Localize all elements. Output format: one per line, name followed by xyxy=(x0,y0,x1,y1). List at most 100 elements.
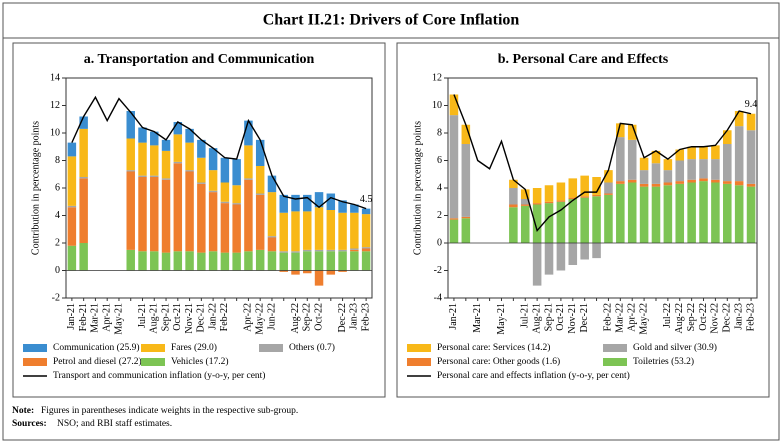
bar-segment xyxy=(255,193,265,195)
bar-segment xyxy=(699,159,708,179)
bar-segment xyxy=(173,134,183,162)
bar-segment xyxy=(185,170,194,172)
bar-segment xyxy=(699,181,708,243)
x-tick-label: Mar-21 xyxy=(90,303,101,333)
y-tick-label: 8 xyxy=(437,127,442,138)
bar-segment xyxy=(338,270,347,272)
bar-segment xyxy=(232,203,241,205)
bar-segment xyxy=(326,249,336,252)
bar-segment xyxy=(461,218,471,243)
x-tick-label: Jul-21 xyxy=(520,303,531,328)
bar-segment xyxy=(687,179,696,183)
bar-segment xyxy=(711,182,720,243)
bar-segment xyxy=(509,188,518,205)
x-tick-label: Oct-21 xyxy=(555,303,566,331)
bar-segment xyxy=(461,216,471,219)
x-tick-label: Jan-21 xyxy=(448,303,459,330)
bar-segment xyxy=(244,251,253,271)
x-tick-label: Mar-21 xyxy=(472,303,483,333)
bar-segment xyxy=(627,179,637,183)
bar-segment xyxy=(651,163,661,184)
bar-segment xyxy=(723,181,732,184)
bar-segment xyxy=(568,243,578,265)
bar-segment xyxy=(361,248,371,252)
bar-segment xyxy=(173,161,183,164)
x-tick-label: Jan-23 xyxy=(733,303,744,330)
bar-segment xyxy=(699,178,708,182)
bar-segment xyxy=(616,123,625,138)
bar-segment xyxy=(627,182,637,243)
legend-label: Personal care: Other goods (1.6) xyxy=(437,356,560,367)
bar-segment xyxy=(232,185,241,204)
bar-segment xyxy=(350,248,359,250)
bar-segment xyxy=(208,148,218,171)
bar-segment xyxy=(197,157,206,183)
bar-segment xyxy=(675,160,685,182)
bar-segment xyxy=(361,247,371,249)
x-tick-label: Aug-21 xyxy=(149,303,160,334)
x-tick-label: Feb-23 xyxy=(745,303,756,331)
panel-frame xyxy=(396,42,770,398)
bar-segment xyxy=(746,186,756,243)
bar-segment xyxy=(687,182,696,243)
bar-segment xyxy=(255,166,265,194)
x-tick-label: Dec-21 xyxy=(196,303,207,332)
bar-segment xyxy=(509,179,518,188)
bar-segment xyxy=(267,237,277,252)
x-tick-label: May-21 xyxy=(496,303,507,335)
panel-title: b. Personal Care and Effects xyxy=(498,52,669,67)
y-tick-label: 4 xyxy=(437,182,442,193)
sources-text: NSO; and RBI staff estimates. xyxy=(57,418,172,429)
bar-segment xyxy=(150,131,159,146)
bar-segment xyxy=(361,214,371,248)
bar-segment xyxy=(255,194,265,250)
bar-segment xyxy=(279,212,288,252)
bar-segment xyxy=(185,251,194,271)
x-tick-label: Feb-22 xyxy=(603,303,614,331)
bar-segment xyxy=(267,175,277,193)
bar-segment xyxy=(173,251,183,271)
bar-segment xyxy=(592,194,601,197)
x-tick-label: Feb-23 xyxy=(360,303,371,331)
bar-segment xyxy=(291,252,300,271)
x-tick-label: Sep-21 xyxy=(543,303,554,331)
legend-label: Vehicles (17.2) xyxy=(171,356,229,367)
x-tick-label: Oct-22 xyxy=(313,303,324,331)
y-tick-label: -4 xyxy=(434,292,442,303)
y-tick-label: 0 xyxy=(437,237,442,248)
bar-segment xyxy=(449,115,459,219)
x-tick-label: Jan-21 xyxy=(66,303,77,330)
bar-segment xyxy=(734,181,744,186)
bar-segment xyxy=(746,183,756,187)
bar-segment xyxy=(604,193,613,195)
bar-segment xyxy=(509,207,518,243)
bar-segment xyxy=(532,203,542,205)
bar-segment xyxy=(556,200,566,202)
x-tick-label: Jan-23 xyxy=(349,303,360,330)
bar-segment xyxy=(568,197,578,199)
bar-segment xyxy=(687,159,696,180)
line-series xyxy=(453,94,752,233)
bar-segment xyxy=(197,182,206,184)
y-axis-label: Contribution in percentage points xyxy=(412,121,423,255)
bar-segment xyxy=(723,130,732,144)
legend-swatch xyxy=(407,344,431,352)
bar-segment xyxy=(592,196,601,243)
bar-segment xyxy=(651,150,661,164)
bar-segment xyxy=(220,201,230,204)
bar-segment xyxy=(604,182,613,194)
x-tick-label: Sep-22 xyxy=(686,303,697,331)
bar-segment xyxy=(314,270,324,286)
y-tick-label: 12 xyxy=(50,100,60,111)
bar-segment xyxy=(279,194,288,213)
x-tick-label: May-22 xyxy=(638,303,649,335)
bar-segment xyxy=(291,251,300,253)
y-tick-label: 14 xyxy=(50,72,60,83)
x-tick-label: Nov-22 xyxy=(710,303,721,334)
x-tick-label: Aug-22 xyxy=(290,303,301,334)
bar-segment xyxy=(711,145,720,160)
bar-segment xyxy=(208,251,218,271)
x-tick-label: Dec-22 xyxy=(722,303,733,332)
bar-segment xyxy=(220,252,230,271)
